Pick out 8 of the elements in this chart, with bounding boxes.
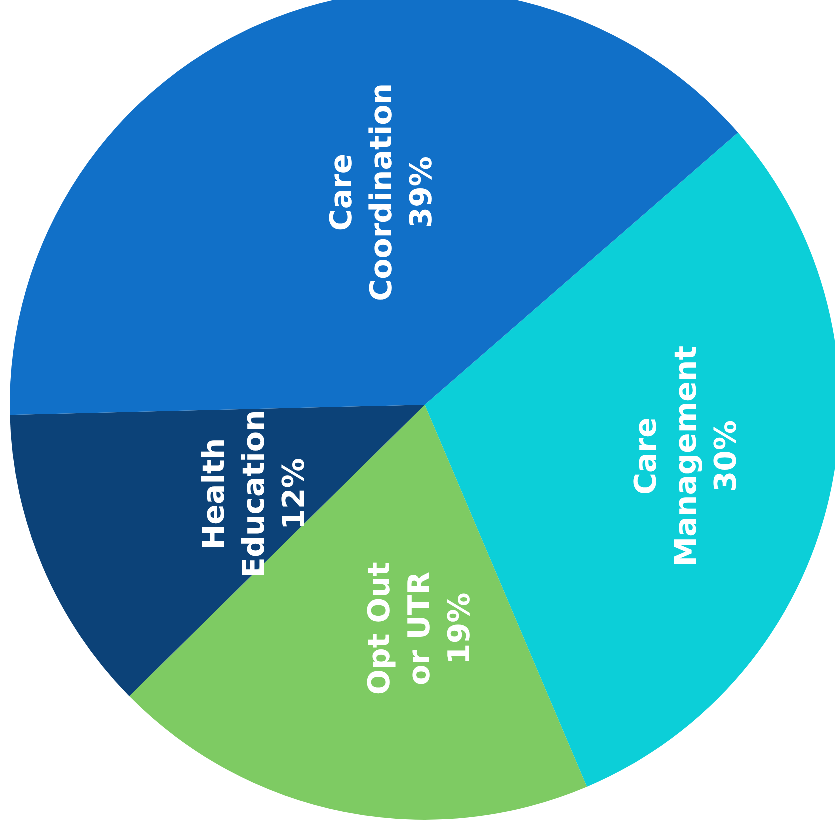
slice-label: Care Coordination bbox=[324, 83, 400, 302]
slice-label: Opt Out or UTR bbox=[362, 562, 438, 696]
slice-label: Care Management bbox=[629, 346, 704, 567]
data-label: 19% bbox=[442, 592, 478, 665]
data-label: 12% bbox=[277, 458, 312, 530]
data-label: 39% bbox=[404, 156, 440, 228]
data-label: 30% bbox=[709, 420, 744, 492]
slice-label: Health Education bbox=[197, 410, 272, 578]
